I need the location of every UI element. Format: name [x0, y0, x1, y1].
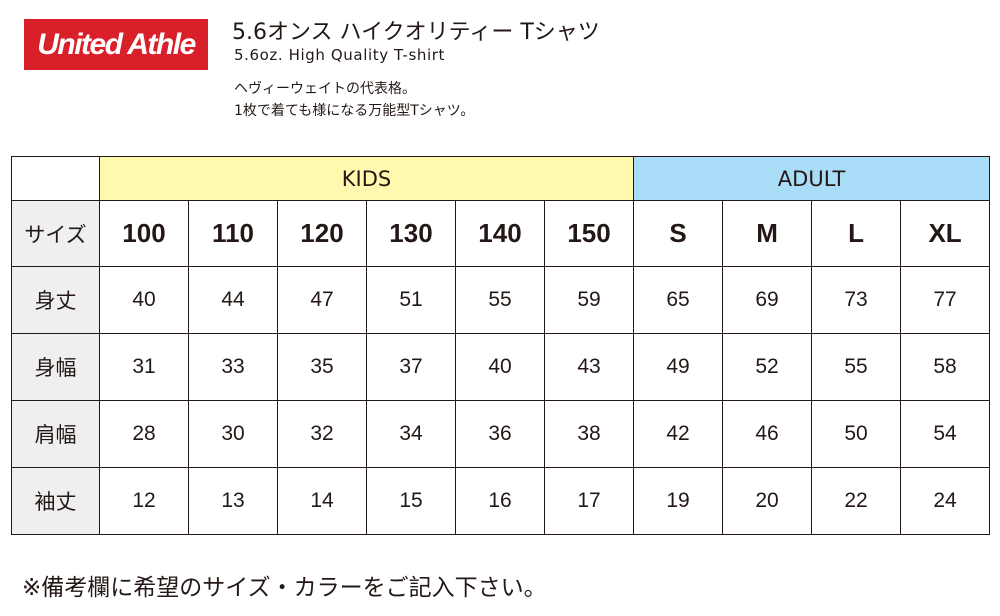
value-cell: 35 — [277, 333, 367, 401]
size-cell: 140 — [455, 200, 545, 267]
value-cell: 44 — [188, 266, 278, 334]
value-cell: 15 — [366, 467, 456, 535]
value-cell: 37 — [366, 333, 456, 401]
value-cell: 34 — [366, 400, 456, 468]
value-cell: 77 — [900, 266, 991, 334]
size-cell: M — [722, 200, 813, 267]
size-cell: 130 — [366, 200, 456, 267]
value-cell: 16 — [455, 467, 545, 535]
value-cell: 19 — [633, 467, 724, 535]
value-cell: 40 — [455, 333, 545, 401]
value-cell: 24 — [900, 467, 991, 535]
value-cell: 31 — [99, 333, 189, 401]
value-cell: 73 — [811, 266, 902, 334]
size-cell: 120 — [277, 200, 367, 267]
size-cell: S — [633, 200, 724, 267]
value-cell: 42 — [633, 400, 724, 468]
value-cell: 58 — [900, 333, 991, 401]
value-cell: 33 — [188, 333, 278, 401]
value-cell: 54 — [900, 400, 991, 468]
description-line-1: ヘヴィーウェイトの代表格。 — [234, 81, 416, 97]
table-row-sleeve-length: 袖丈 12 13 14 15 16 17 19 20 22 24 — [11, 467, 991, 535]
value-cell: 46 — [722, 400, 813, 468]
value-cell: 59 — [543, 266, 635, 334]
row-label: 袖丈 — [11, 467, 100, 535]
footer-note: ※備考欄に希望のサイズ・カラーをご記入下さい。 — [22, 575, 547, 601]
value-cell: 13 — [188, 467, 278, 535]
value-cell: 30 — [188, 400, 278, 468]
value-cell: 14 — [277, 467, 367, 535]
united-athle-logo: United Athle — [24, 19, 208, 70]
value-cell: 28 — [99, 400, 189, 468]
value-cell: 55 — [455, 266, 545, 334]
size-row: サイズ 100 110 120 130 140 150 S M L XL — [11, 200, 991, 267]
value-cell: 65 — [633, 266, 724, 334]
value-cell: 12 — [99, 467, 189, 535]
value-cell: 52 — [722, 333, 813, 401]
value-cell: 51 — [366, 266, 456, 334]
value-cell: 50 — [811, 400, 902, 468]
size-row-label: サイズ — [11, 200, 100, 267]
row-label: 肩幅 — [11, 400, 100, 468]
size-cell: 110 — [188, 200, 278, 267]
size-cell: 150 — [543, 200, 635, 267]
value-cell: 36 — [455, 400, 545, 468]
size-cell: XL — [900, 200, 991, 267]
value-cell: 20 — [722, 467, 813, 535]
size-cell: 100 — [99, 200, 189, 267]
size-cell: L — [811, 200, 902, 267]
row-label: 身丈 — [11, 266, 100, 334]
product-title-jp: 5.6オンス ハイクオリティー Tシャツ — [232, 20, 600, 45]
description-line-2: 1枚で着ても様になる万能型Tシャツ。 — [234, 103, 475, 119]
value-cell: 49 — [633, 333, 724, 401]
product-description: ヘヴィーウェイトの代表格。 1枚で着ても様になる万能型Tシャツ。 — [234, 78, 474, 122]
value-cell: 22 — [811, 467, 902, 535]
value-cell: 55 — [811, 333, 902, 401]
adult-header: ADULT — [633, 156, 991, 201]
table-row-body-width: 身幅 31 33 35 37 40 43 49 52 55 58 — [11, 333, 991, 401]
value-cell: 69 — [722, 266, 813, 334]
row-label: 身幅 — [11, 333, 100, 401]
value-cell: 32 — [277, 400, 367, 468]
value-cell: 38 — [543, 400, 635, 468]
corner-cell — [11, 156, 100, 201]
product-title-en: 5.6oz. High Quality T-shirt — [234, 46, 445, 64]
kids-header: KIDS — [98, 156, 635, 201]
group-header-row: KIDS ADULT — [11, 156, 991, 201]
size-chart-table: KIDS ADULT サイズ 100 110 120 130 140 150 S… — [11, 156, 991, 535]
value-cell: 43 — [543, 333, 635, 401]
table-row-shoulder-width: 肩幅 28 30 32 34 36 38 42 46 50 54 — [11, 400, 991, 468]
table-row-body-length: 身丈 40 44 47 51 55 59 65 69 73 77 — [11, 266, 991, 334]
value-cell: 40 — [99, 266, 189, 334]
value-cell: 17 — [543, 467, 635, 535]
value-cell: 47 — [277, 266, 367, 334]
